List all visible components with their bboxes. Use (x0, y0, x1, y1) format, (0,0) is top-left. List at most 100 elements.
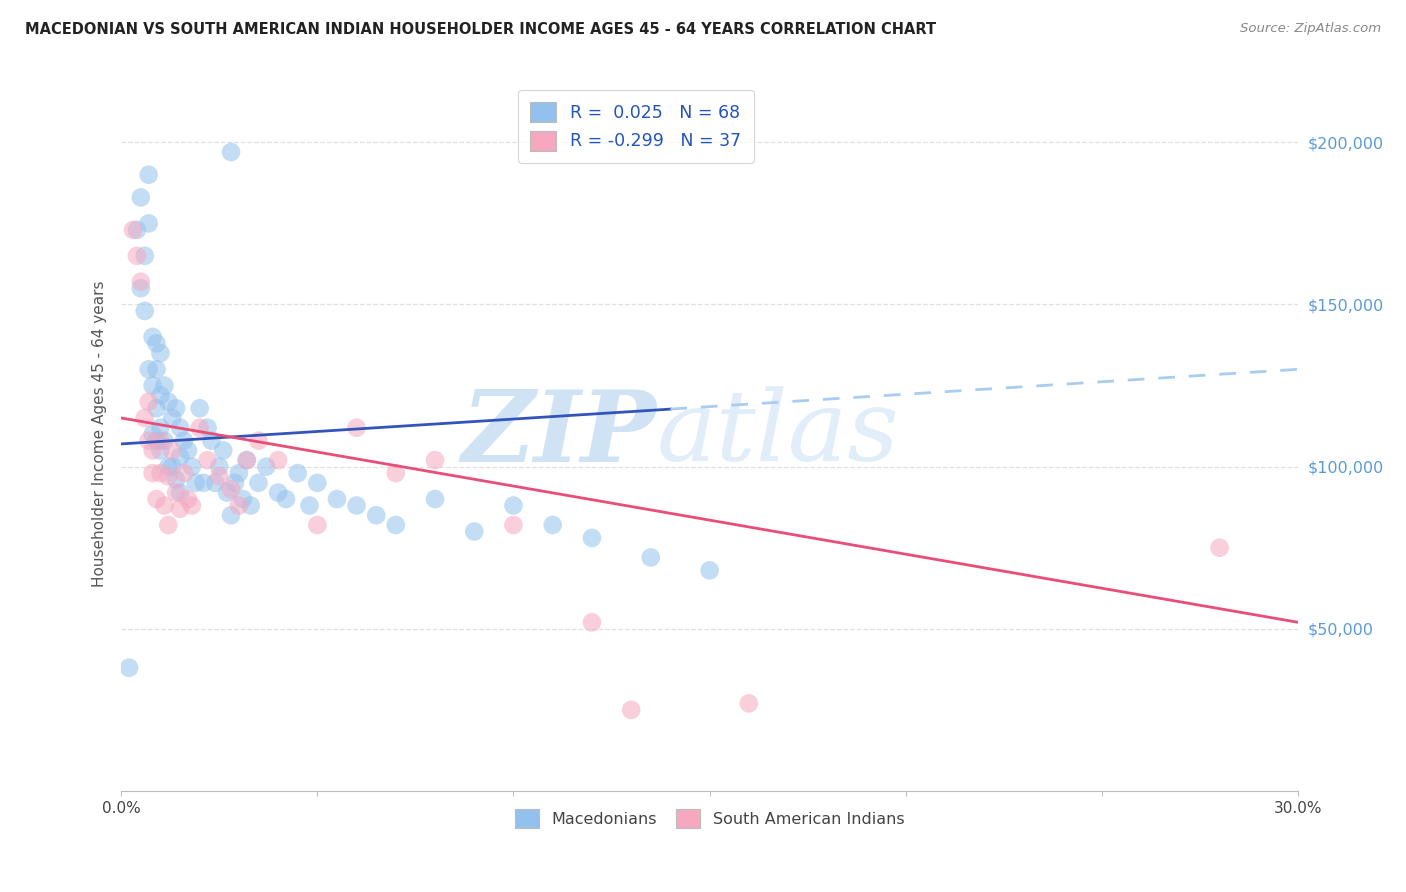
Point (738, 697, 761, 711)
Point (138, 216, 160, 230)
Point (134, 249, 156, 263)
Point (177, 491, 200, 506)
Point (138, 168, 160, 182)
Point (145, 491, 167, 506)
Point (125, 223, 148, 237)
Point (502, 499, 524, 513)
Point (157, 469, 180, 483)
Point (581, 615, 603, 630)
Point (208, 469, 231, 483)
Point (219, 483, 242, 497)
Point (423, 453, 446, 467)
Point (180, 459, 202, 474)
Point (247, 475, 270, 490)
Point (239, 499, 262, 513)
Point (188, 420, 211, 434)
Point (169, 450, 191, 464)
Point (134, 411, 156, 425)
Point (149, 420, 172, 434)
Point (620, 703, 643, 717)
Point (165, 473, 187, 487)
Point (138, 394, 160, 409)
Point (267, 453, 290, 467)
Point (129, 281, 152, 295)
Point (149, 388, 172, 402)
Point (149, 466, 172, 480)
Point (212, 443, 235, 458)
Point (142, 330, 165, 344)
Point (165, 485, 187, 500)
Point (160, 411, 183, 425)
Point (228, 499, 250, 513)
Legend: Macedonians, South American Indians: Macedonians, South American Indians (509, 803, 911, 834)
Point (208, 459, 231, 474)
Point (581, 531, 603, 545)
Point (142, 427, 165, 442)
Point (200, 434, 222, 448)
Point (157, 394, 180, 409)
Point (138, 434, 160, 448)
Point (142, 466, 165, 480)
Point (165, 401, 187, 416)
Point (235, 453, 257, 467)
Point (1208, 541, 1230, 555)
Point (217, 485, 239, 500)
Point (160, 459, 183, 474)
Point (346, 420, 368, 434)
Point (145, 401, 167, 416)
Point (699, 563, 721, 577)
Point (307, 475, 329, 490)
Point (326, 491, 349, 506)
Point (149, 346, 172, 360)
Point (197, 420, 219, 434)
Point (125, 249, 148, 263)
Point (193, 475, 215, 490)
Point (157, 518, 180, 533)
Point (153, 499, 176, 513)
Point (188, 401, 211, 416)
Point (149, 434, 172, 448)
Text: ZIP: ZIP (461, 386, 657, 483)
Point (169, 485, 191, 500)
Point (287, 466, 309, 480)
Point (346, 499, 368, 513)
Point (267, 485, 290, 500)
Point (129, 190, 152, 204)
Text: MACEDONIAN VS SOUTH AMERICAN INDIAN HOUSEHOLDER INCOME AGES 45 - 64 YEARS CORREL: MACEDONIAN VS SOUTH AMERICAN INDIAN HOUS… (25, 22, 936, 37)
Point (197, 453, 219, 467)
Point (184, 475, 207, 490)
Point (180, 499, 202, 513)
Point (219, 508, 242, 523)
Point (235, 453, 257, 467)
Point (138, 362, 160, 376)
Point (224, 475, 246, 490)
Point (173, 466, 195, 480)
Point (463, 524, 485, 539)
Point (232, 491, 254, 506)
Point (169, 420, 191, 434)
Point (153, 434, 176, 448)
Point (145, 336, 167, 351)
Point (298, 499, 321, 513)
Point (142, 443, 165, 458)
Point (173, 434, 195, 448)
Point (254, 459, 277, 474)
Point (153, 378, 176, 392)
Point (204, 475, 226, 490)
Y-axis label: Householder Income Ages 45 - 64 years: Householder Income Ages 45 - 64 years (93, 281, 107, 588)
Point (122, 223, 145, 237)
Point (307, 518, 329, 533)
Point (219, 145, 242, 159)
Point (385, 518, 408, 533)
Text: atlas: atlas (657, 386, 900, 482)
Point (118, 661, 141, 675)
Point (145, 434, 167, 448)
Point (177, 443, 200, 458)
Point (366, 508, 388, 523)
Text: Source: ZipAtlas.com: Source: ZipAtlas.com (1240, 22, 1381, 36)
Point (129, 275, 152, 289)
Point (134, 304, 156, 318)
Point (541, 518, 564, 533)
Point (274, 491, 297, 506)
Point (247, 434, 270, 448)
